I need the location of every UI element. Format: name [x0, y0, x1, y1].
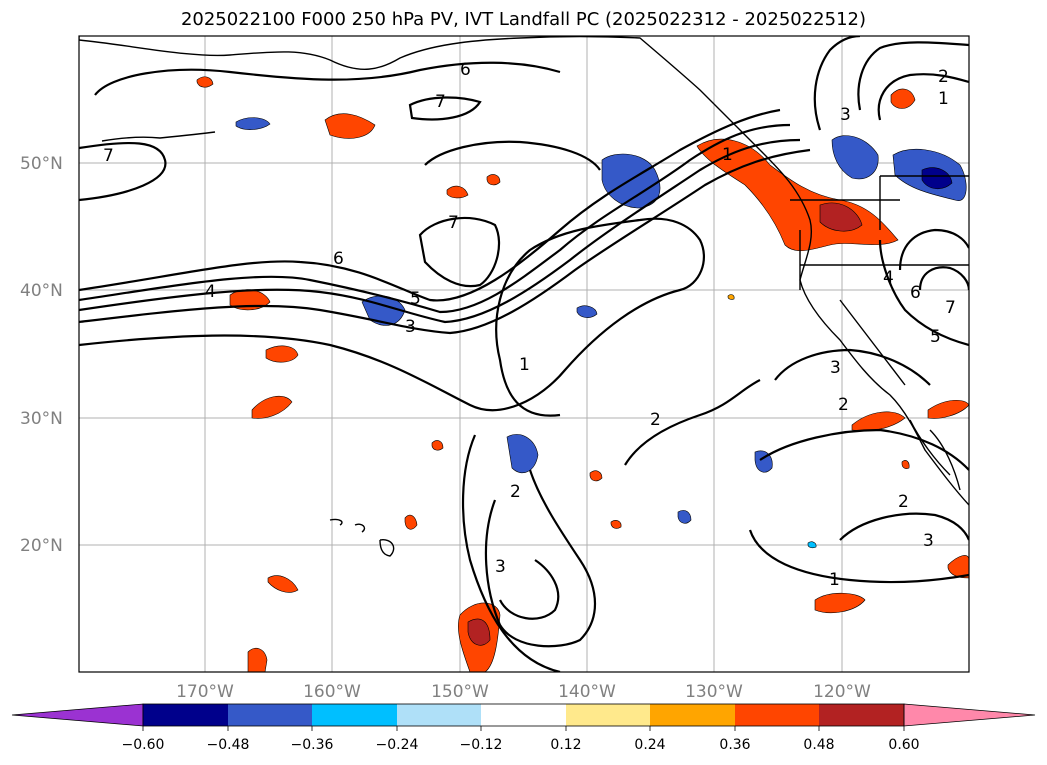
lon-label-170W: 170°W: [176, 682, 234, 702]
lon-label-160W: 160°W: [303, 682, 361, 702]
contour-label: 1: [519, 355, 530, 375]
map-title: 2025022100 F000 250 hPa PV, IVT Landfall…: [180, 9, 867, 30]
contour-label: 6: [910, 283, 921, 303]
coastlines: [79, 36, 969, 557]
contour-label: 5: [930, 327, 941, 347]
contour-label: 4: [205, 282, 216, 302]
contour-label: 3: [840, 105, 851, 125]
colorbar-segment: [397, 704, 481, 726]
contour-label: 6: [333, 249, 344, 269]
colorbar-tick-label: −0.36: [291, 737, 334, 753]
contour-label: 1: [722, 145, 733, 165]
colorbar: −0.60 −0.48 −0.36 −0.24 −0.12 0.12 0.24 …: [11, 703, 1036, 753]
colorbar-tick-label: 0.60: [888, 737, 919, 753]
colorbar-tick-label: 0.12: [550, 737, 581, 753]
colorbar-outline: [142, 703, 905, 727]
colorbar-tick-label: 0.24: [634, 737, 665, 753]
colorbar-tick-label: 0.36: [719, 737, 750, 753]
lon-label-150W: 150°W: [431, 682, 489, 702]
contour-label: 7: [945, 298, 956, 318]
colorbar-tick-label: −0.48: [207, 737, 250, 753]
contour-label: 4: [883, 268, 894, 288]
contour-label: 1: [829, 570, 840, 590]
colorbar-ticks: [142, 726, 905, 731]
contour-label: 3: [495, 557, 506, 577]
colorbar-tick-label: −0.12: [460, 737, 503, 753]
lon-label-120W: 120°W: [813, 682, 871, 702]
contour-label: 2: [838, 395, 849, 415]
contour-label: 3: [923, 531, 934, 551]
latitude-labels: 50°N 40°N 30°N 20°N: [20, 154, 63, 556]
ivt-contours: [79, 36, 969, 672]
contour-label: 7: [448, 213, 459, 233]
contour-label: 2: [938, 67, 949, 87]
colorbar-segment: [735, 704, 819, 726]
lat-label-30N: 30°N: [20, 409, 63, 429]
contour-label: 6: [460, 60, 471, 80]
contour-label: 7: [103, 146, 114, 166]
colorbar-segment: [312, 704, 397, 726]
contour-label: 3: [830, 358, 841, 378]
colorbar-segment: [819, 704, 904, 726]
contour-label: 1: [938, 89, 949, 109]
colorbar-segment: [228, 704, 312, 726]
map-frame: [78, 35, 970, 673]
contour-label-group: 6 7 7 7 6 4 5 3 1 2 2 3 3 2 1 2 1 3 2 3 …: [103, 60, 956, 590]
contour-label: 3: [405, 317, 416, 337]
colorbar-extend-high: [903, 703, 1036, 727]
pv-negative-anomalies: [235, 117, 967, 549]
colorbar-segment: [566, 704, 650, 726]
colorbar-segment: [143, 704, 228, 726]
colorbar-tick-label: −0.60: [122, 737, 165, 753]
graticule: [79, 36, 969, 672]
lat-label-50N: 50°N: [20, 154, 63, 174]
colorbar-extend-low: [11, 703, 144, 727]
lat-label-40N: 40°N: [20, 281, 63, 301]
contour-label: 2: [510, 482, 521, 502]
contour-label: 2: [650, 410, 661, 430]
colorbar-segment: [650, 704, 735, 726]
colorbar-tick-label: 0.48: [803, 737, 834, 753]
lon-label-140W: 140°W: [558, 682, 616, 702]
contour-label: 2: [898, 492, 909, 512]
longitude-labels: 170°W 160°W 150°W 140°W 130°W 120°W: [176, 682, 871, 702]
colorbar-tick-label: −0.24: [376, 737, 419, 753]
lat-label-20N: 20°N: [20, 536, 63, 556]
contour-label: 5: [410, 289, 421, 309]
lon-label-130W: 130°W: [685, 682, 743, 702]
contour-label: 7: [435, 92, 446, 112]
colorbar-segment: [481, 704, 566, 726]
